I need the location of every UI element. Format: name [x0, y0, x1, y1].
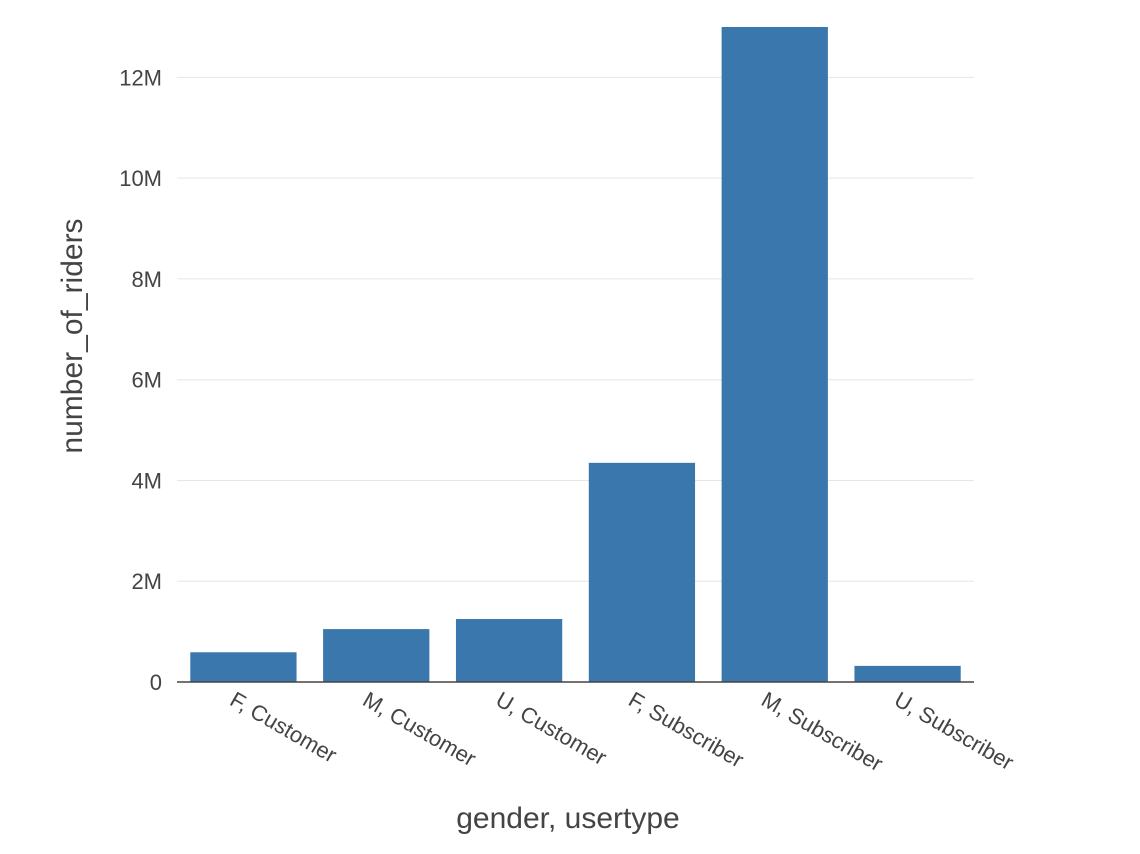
- y-tick-label: 0: [150, 670, 162, 695]
- x-tick-label: U, Subscriber: [890, 687, 1018, 775]
- bars: [190, 27, 961, 682]
- y-tick-label: 10M: [119, 166, 162, 191]
- x-axis-ticks: F, Customer M, Customer U, Customer F, Subs…: [226, 687, 1018, 777]
- y-tick-label: 2M: [131, 569, 162, 594]
- y-axis-ticks: 0 2M 4M 6M 8M 10M 12M: [119, 65, 162, 695]
- bar: [190, 652, 297, 682]
- y-axis-title: number_of_riders: [56, 218, 89, 453]
- x-tick-label: F, Customer: [226, 687, 341, 768]
- gridlines: [177, 76, 974, 582]
- y-tick-label: 4M: [131, 468, 162, 493]
- y-tick-label: 8M: [131, 267, 162, 292]
- bar: [721, 27, 828, 682]
- bar: [455, 619, 563, 682]
- x-axis-title: gender, usertype: [456, 802, 680, 835]
- y-tick-label: 6M: [131, 368, 162, 393]
- bar: [854, 665, 961, 682]
- bar: [588, 462, 696, 682]
- x-tick-label: M, Customer: [359, 687, 481, 772]
- bar: [323, 629, 430, 682]
- y-tick-label: 12M: [119, 65, 162, 90]
- x-tick-label: F, Subscriber: [624, 687, 748, 773]
- x-tick-label: U, Customer: [492, 687, 611, 770]
- x-tick-label: M, Subscriber: [757, 687, 887, 777]
